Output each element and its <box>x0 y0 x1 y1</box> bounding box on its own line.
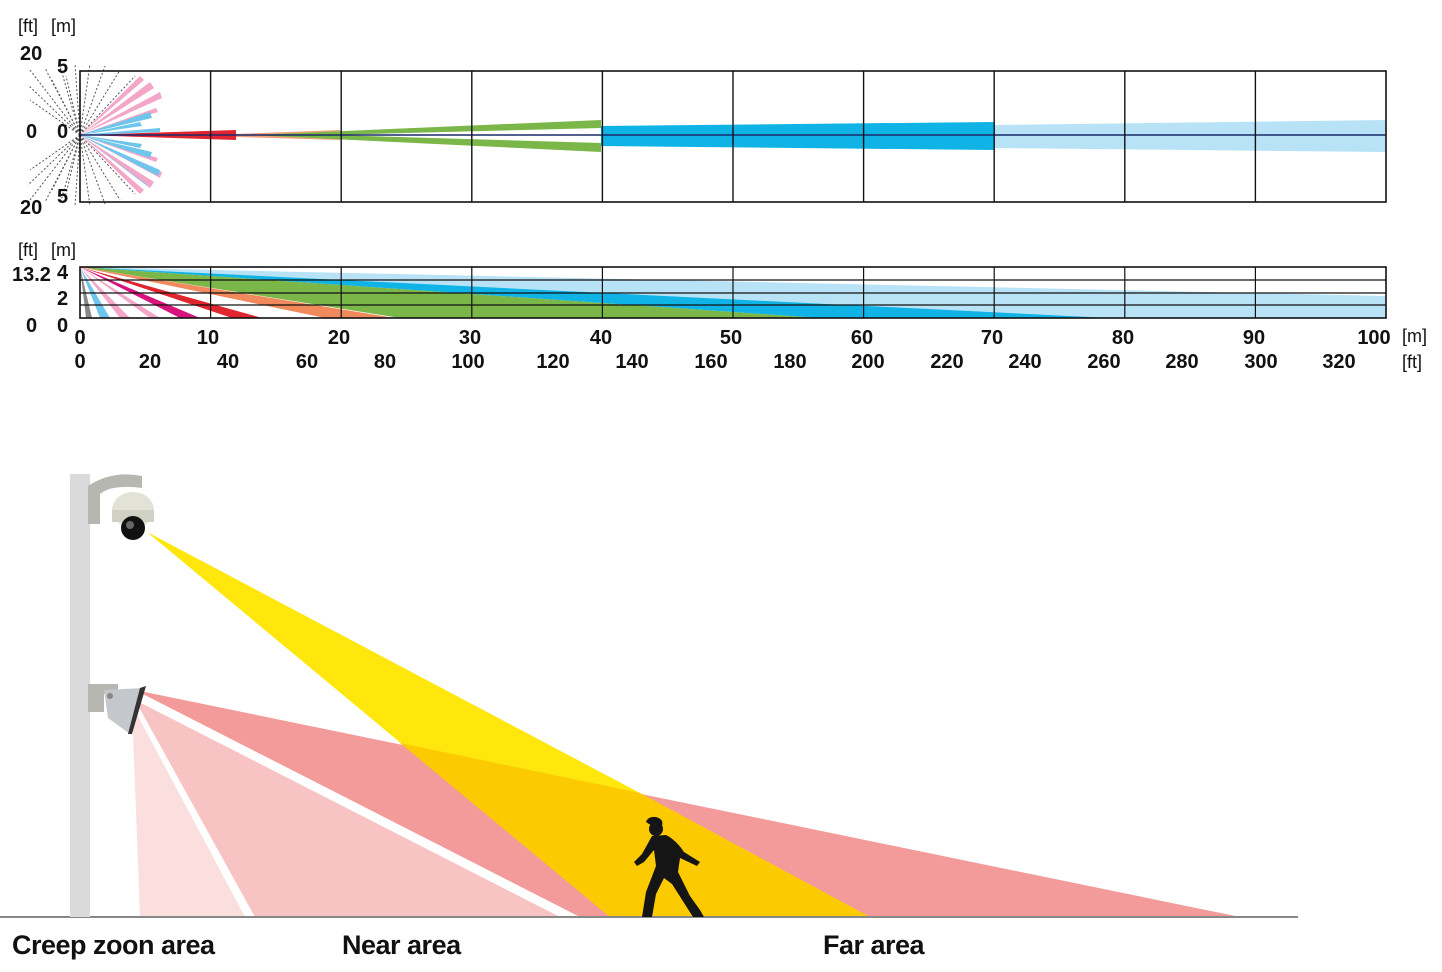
top-m-label-bottom: 5 <box>57 186 68 208</box>
top-m-label-top: 5 <box>57 56 68 78</box>
side-m-label-4: 4 <box>57 262 69 284</box>
side-ft-label-top: 13.2 <box>12 264 51 286</box>
creep-zone-fan <box>27 63 136 207</box>
near-area-label: Near area <box>342 930 461 960</box>
side-unit-ft: [ft] <box>18 240 38 260</box>
x-tick-m: 50 <box>720 327 742 349</box>
x-axis-unit-ft: [ft] <box>1402 352 1422 372</box>
x-axis-unit-m: [m] <box>1402 326 1427 346</box>
x-tick-ft: 80 <box>374 351 396 373</box>
x-tick-ft: 60 <box>296 351 318 373</box>
intruder-silhouette-icon <box>634 816 704 917</box>
top-view-chart: [ft] [m] 20 0 20 5 0 5 <box>18 16 1387 219</box>
x-tick-ft: 20 <box>139 351 161 373</box>
top-ft-label-top: 20 <box>20 43 42 65</box>
side-view-chart: [ft] [m] 13.2 0 4 2 0 <box>12 240 1387 337</box>
creep-zone <box>132 705 245 917</box>
x-tick-m: 70 <box>981 327 1003 349</box>
x-tick-ft: 100 <box>451 351 484 373</box>
top-unit-m: [m] <box>51 16 76 36</box>
x-axis-meter-labels: 0 10 20 30 40 50 60 70 80 90 100 <box>74 327 1390 349</box>
side-m-label-2: 2 <box>57 288 68 310</box>
x-tick-ft: 260 <box>1087 351 1120 373</box>
x-tick-m: 40 <box>590 327 612 349</box>
x-tick-m: 60 <box>851 327 873 349</box>
x-tick-ft: 40 <box>217 351 239 373</box>
top-m-label-mid: 0 <box>57 121 68 143</box>
side-unit-m: [m] <box>51 240 76 260</box>
creep-zone-label: Creep zoon area <box>12 930 215 960</box>
overlap-zone <box>400 743 870 917</box>
x-tick-m: 20 <box>328 327 350 349</box>
radar-sensor-icon <box>104 686 146 734</box>
x-tick-m: 80 <box>1112 327 1134 349</box>
x-tick-ft: 120 <box>536 351 569 373</box>
x-tick-ft: 200 <box>851 351 884 373</box>
camera-arm <box>88 474 142 524</box>
green-beam <box>250 120 601 152</box>
x-tick-ft: 280 <box>1165 351 1198 373</box>
far-area-label: Far area <box>823 930 925 960</box>
x-tick-m: 30 <box>459 327 481 349</box>
x-axis-feet-labels: 0 20 40 60 80 100 120 140 160 180 200 22… <box>74 351 1355 373</box>
x-tick-ft: 0 <box>74 351 85 373</box>
pole <box>70 474 90 917</box>
top-ft-label-mid: 0 <box>26 121 37 143</box>
x-tick-m: 100 <box>1357 327 1390 349</box>
x-tick-ft: 160 <box>694 351 727 373</box>
x-tick-ft: 180 <box>773 351 806 373</box>
x-tick-ft: 320 <box>1322 351 1355 373</box>
x-tick-m: 90 <box>1243 327 1265 349</box>
cyan-beam <box>601 122 994 150</box>
side-m-label-0: 0 <box>57 315 68 337</box>
x-tick-m: 0 <box>74 327 85 349</box>
side-ft-label-bottom: 0 <box>26 315 37 337</box>
near-zone <box>135 700 560 917</box>
dome-camera-icon <box>112 492 154 540</box>
installation-illustration <box>0 474 1298 918</box>
x-tick-ft: 220 <box>930 351 963 373</box>
x-tick-ft: 140 <box>615 351 648 373</box>
x-tick-ft: 240 <box>1008 351 1041 373</box>
top-view-beams <box>27 63 1386 207</box>
top-unit-ft: [ft] <box>18 16 38 36</box>
blue-rays <box>80 112 160 188</box>
x-tick-m: 10 <box>197 327 219 349</box>
side-view-gridlines <box>80 267 1386 318</box>
x-tick-ft: 300 <box>1244 351 1277 373</box>
top-ft-label-bottom: 20 <box>20 197 42 219</box>
top-view-gridlines <box>209 71 1257 202</box>
pale-blue-beam <box>994 120 1386 152</box>
